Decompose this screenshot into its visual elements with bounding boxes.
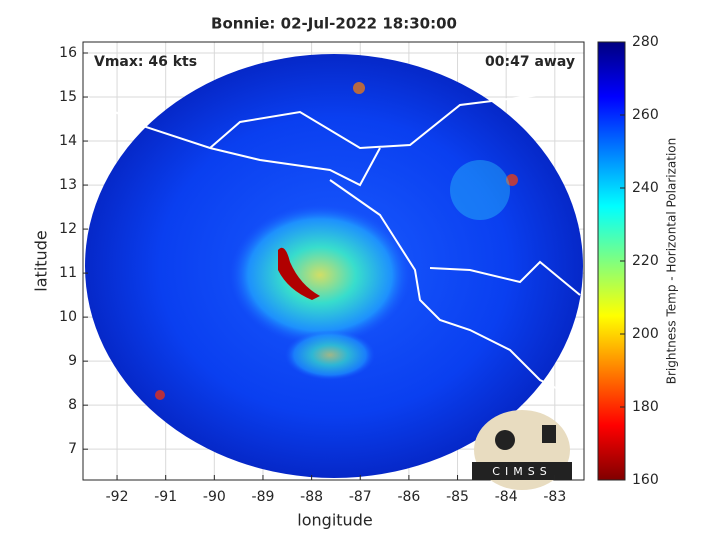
x-axis-label: longitude	[297, 511, 372, 530]
y-tick-label: 10	[59, 309, 77, 325]
annotation: Vmax: 46 kts	[94, 54, 197, 70]
chart-title: Bonnie: 02-Jul-2022 18:30:00	[211, 15, 457, 33]
logo-text: CIMSS	[492, 465, 551, 478]
y-axis-label: latitude	[32, 230, 51, 291]
x-tick-label: -85	[446, 489, 469, 505]
plot-frame	[82, 41, 585, 481]
x-tick-label: -87	[349, 489, 372, 505]
y-tick-label: 15	[59, 89, 77, 105]
x-tick-label: -90	[203, 489, 226, 505]
imagery	[83, 54, 583, 478]
colorbar-tick-label: 280	[632, 34, 659, 50]
x-tick-label: -86	[397, 489, 420, 505]
colorbar-tick-label: 180	[632, 399, 659, 415]
x-tick-label: -89	[252, 489, 275, 505]
y-tick-label: 13	[59, 177, 77, 193]
x-tick-label: -84	[495, 489, 518, 505]
y-tick-label: 14	[59, 133, 77, 149]
x-tick-label: -83	[543, 489, 566, 505]
y-tick-label: 16	[59, 45, 77, 61]
y-tick-label: 7	[68, 441, 77, 457]
colorbar-tick-label: 240	[632, 180, 659, 196]
colorbar-tick-label: 220	[632, 253, 659, 269]
y-tick-label: 11	[59, 265, 77, 281]
colorbar-label: Brightness Temp - Horizontal Polarizatio…	[665, 138, 679, 385]
annotation: 00:47 away	[485, 54, 575, 70]
y-tick-label: 12	[59, 221, 77, 237]
colorbar-tick-label: 260	[632, 107, 659, 123]
x-tick-label: -91	[154, 489, 177, 505]
logo: CIMSS	[472, 410, 572, 490]
colorbar-tick-label: 160	[632, 472, 659, 488]
y-tick-label: 9	[68, 353, 77, 369]
x-tick-label: -88	[300, 489, 323, 505]
colorbar-tick-label: 200	[632, 326, 659, 342]
y-tick-label: 8	[68, 397, 77, 413]
x-tick-label: -92	[106, 489, 129, 505]
